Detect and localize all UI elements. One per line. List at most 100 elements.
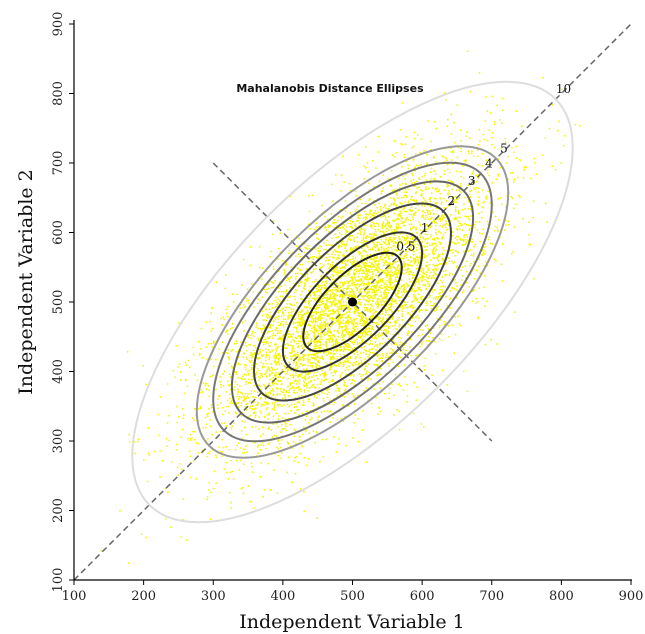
scatter-point (326, 293, 329, 296)
scatter-point (311, 357, 314, 360)
scatter-point (251, 332, 253, 335)
scatter-point (296, 272, 299, 274)
scatter-point (293, 326, 296, 329)
scatter-point (197, 452, 200, 454)
scatter-point (215, 482, 218, 484)
scatter-point (366, 162, 369, 164)
scatter-point (314, 316, 317, 319)
scatter-point (378, 372, 381, 374)
scatter-point (255, 326, 258, 328)
scatter-point (407, 164, 409, 167)
scatter-point (394, 324, 396, 327)
scatter-point (374, 341, 377, 343)
scatter-point (305, 415, 308, 418)
scatter-point (252, 291, 255, 293)
scatter-point (323, 312, 325, 315)
scatter-point (227, 305, 229, 308)
scatter-point (462, 289, 465, 292)
scatter-point (351, 348, 354, 350)
scatter-point (413, 262, 416, 265)
scatter-point (399, 232, 402, 235)
scatter-point (316, 419, 319, 421)
scatter-point (210, 404, 213, 406)
scatter-point (236, 293, 239, 296)
scatter-point (468, 219, 471, 221)
scatter-point (372, 294, 375, 297)
scatter-point (373, 388, 376, 390)
scatter-point (435, 245, 438, 247)
scatter-point (461, 291, 464, 294)
scatter-point (386, 222, 389, 225)
scatter-point (393, 212, 396, 215)
scatter-point (213, 365, 215, 368)
scatter-point (470, 254, 473, 257)
scatter-point (338, 437, 340, 440)
scatter-point (265, 403, 268, 405)
scatter-point (359, 342, 361, 344)
scatter-point (371, 305, 374, 307)
scatter-point (316, 411, 318, 414)
scatter-point (175, 443, 178, 446)
scatter-point (428, 296, 431, 299)
scatter-point (324, 321, 326, 323)
scatter-point (278, 336, 281, 338)
scatter-point (312, 314, 315, 317)
scatter-point (490, 338, 493, 341)
scatter-point (345, 225, 348, 228)
scatter-point (429, 226, 432, 228)
scatter-point (250, 390, 253, 392)
scatter-point (288, 311, 290, 314)
scatter-point (298, 389, 300, 391)
scatter-point (432, 219, 435, 221)
scatter-point (344, 210, 347, 212)
scatter-point (265, 342, 267, 344)
scatter-point (418, 186, 420, 189)
scatter-point (345, 346, 347, 348)
scatter-point (428, 244, 431, 247)
scatter-point (345, 358, 347, 360)
scatter-point (336, 290, 338, 293)
scatter-point (368, 282, 370, 285)
scatter-point (385, 354, 388, 356)
scatter-point (306, 357, 309, 360)
scatter-point (497, 197, 500, 200)
scatter-point (249, 361, 252, 364)
scatter-point (492, 211, 494, 214)
scatter-point (417, 259, 420, 261)
scatter-point (313, 291, 316, 294)
scatter-point (399, 341, 402, 344)
scatter-point (394, 229, 396, 232)
scatter-point (437, 263, 440, 266)
scatter-point (397, 197, 399, 199)
scatter-point (384, 259, 387, 262)
scatter-point (362, 263, 365, 266)
scatter-point (443, 249, 445, 252)
scatter-point (326, 354, 328, 356)
scatter-point (352, 364, 355, 367)
scatter-point (282, 334, 285, 337)
scatter-point (304, 333, 307, 336)
scatter-point (233, 342, 236, 345)
scatter-point (476, 186, 478, 189)
scatter-point (349, 284, 351, 286)
scatter-point (355, 338, 358, 340)
scatter-point (320, 204, 323, 207)
scatter-point (346, 298, 349, 300)
scatter-point (197, 442, 200, 445)
scatter-point (344, 304, 347, 307)
scatter-point (377, 262, 380, 265)
scatter-point (229, 327, 232, 330)
scatter-point (329, 300, 332, 303)
scatter-point (360, 234, 363, 236)
scatter-point (357, 153, 360, 156)
scatter-point (293, 460, 296, 462)
scatter-point (286, 303, 289, 305)
scatter-point (362, 228, 365, 231)
scatter-point (333, 303, 336, 306)
scatter-point (440, 198, 443, 200)
scatter-point (450, 147, 452, 150)
scatter-point (411, 277, 414, 279)
scatter-point (414, 211, 417, 214)
scatter-point (339, 361, 341, 363)
scatter-point (415, 199, 418, 202)
